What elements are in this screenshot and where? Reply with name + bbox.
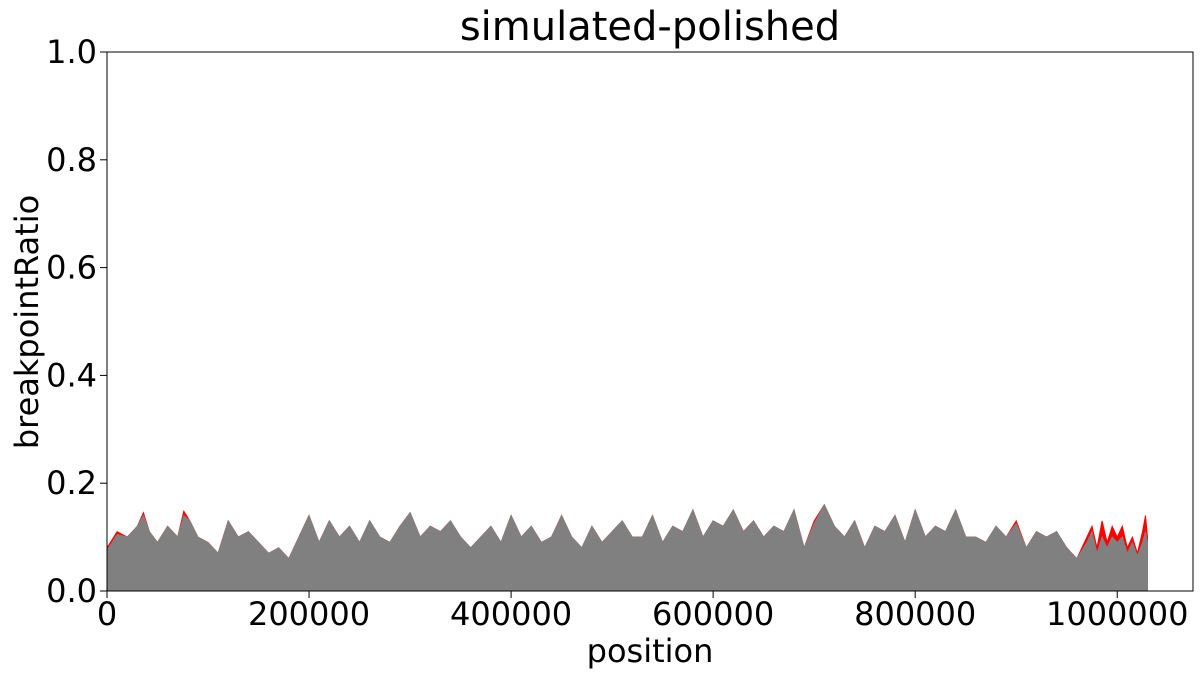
series-layer [106, 503, 1148, 592]
x-tick-label: 600000 [652, 595, 774, 633]
y-tick-label: 1.0 [46, 33, 97, 71]
x-tick-label: 400000 [450, 595, 572, 633]
y-tick-label: 0.8 [46, 141, 97, 179]
y-tick-label: 0.6 [46, 249, 97, 287]
plot-area [106, 51, 1194, 592]
x-tick-label: 1000000 [1046, 595, 1189, 633]
chart-title: simulated-polished [460, 4, 840, 50]
x-tick-label: 800000 [854, 595, 976, 633]
y-tick-label: 0.4 [46, 356, 97, 394]
y-axis: 0.0 0.2 0.4 0.6 0.8 1.0 [46, 33, 107, 610]
plot-frame [106, 51, 1194, 592]
x-axis-label: position [587, 632, 714, 670]
y-tick-label: 0.2 [46, 464, 97, 502]
x-axis: 0 200000 400000 600000 800000 1000000 [97, 591, 1189, 633]
area-series-1 [106, 503, 1148, 592]
y-tick-label: 0.0 [46, 572, 97, 610]
x-tick-label: 200000 [248, 595, 370, 633]
y-axis-label: breakpointRatio [8, 195, 46, 449]
x-tick-label: 0 [97, 595, 117, 633]
